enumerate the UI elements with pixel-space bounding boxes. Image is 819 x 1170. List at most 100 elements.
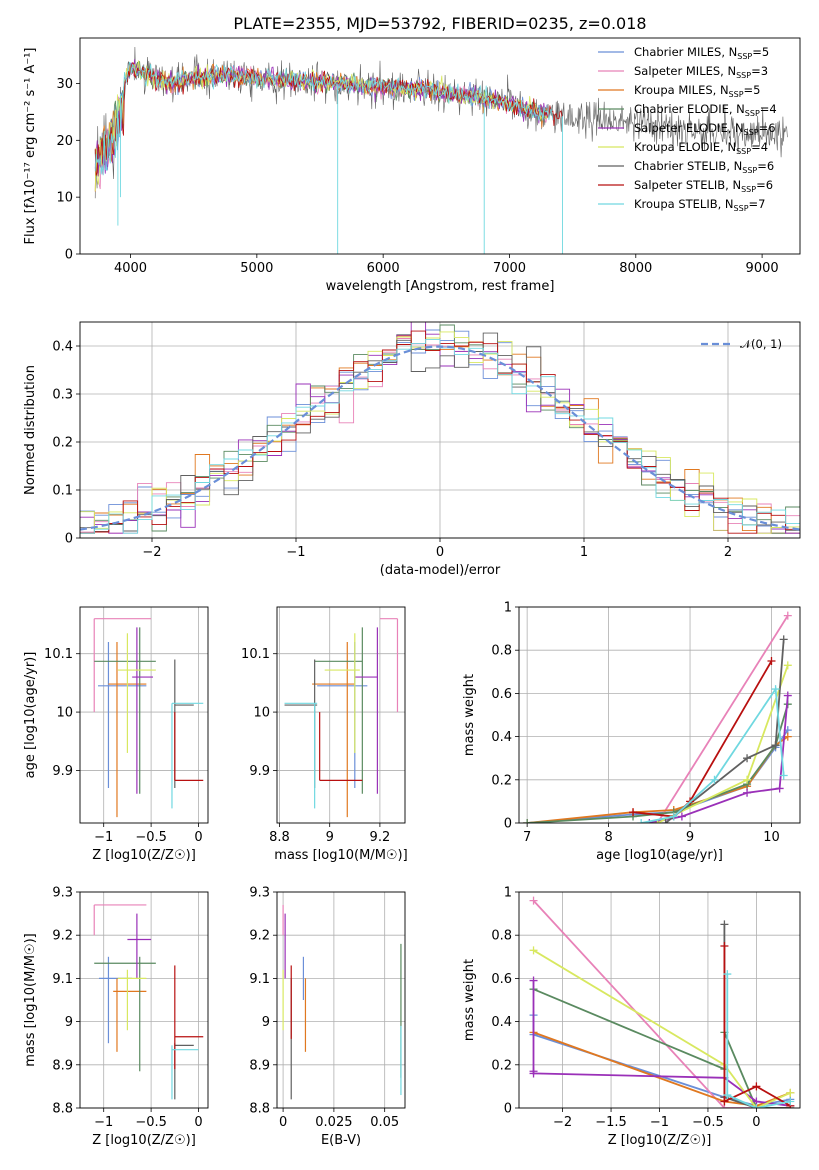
- spectrum-line: [94, 61, 554, 176]
- x-tick-label: 0.025: [315, 1115, 352, 1130]
- panel-mass-vs-Z: −1 −0.5 0 8.8 8.9 9 9.1 9.2 9.3 Z [log10(Z/Z☉)] ma…: [23, 886, 209, 1148]
- weight-marker: [529, 946, 538, 955]
- weight-marker: [786, 1097, 795, 1106]
- legend-sub: SSP: [744, 128, 759, 137]
- y-tick-label: 0.2: [491, 773, 512, 788]
- legend-entry: 𝒩(0, 1): [740, 337, 782, 351]
- weight-marker: [783, 661, 792, 670]
- x-tick-label: 8000: [619, 261, 652, 276]
- x-axis-label: mass [log10(M/M☉)]: [274, 848, 407, 863]
- x-tick-label: 6000: [367, 261, 400, 276]
- legend-count: =6: [756, 178, 773, 192]
- weight-marker: [752, 1104, 761, 1108]
- weight-line: [533, 988, 791, 1108]
- grid: [277, 891, 405, 1109]
- weight-marker: [645, 819, 654, 823]
- axes: 8.8 9 9.2 9.9 10 10.1 mass [log10(M/M☉)]: [241, 606, 408, 863]
- x-tick-label: −0.5: [692, 1115, 724, 1130]
- axes: −1 −0.5 0 9.9 10 10.1 Z [log10(Z/Z☉)] age [log1…: [23, 606, 209, 863]
- axes-frame: [276, 891, 406, 1109]
- weight-line: [527, 703, 789, 823]
- x-tick-label: 9000: [746, 261, 779, 276]
- legend-count: =5: [744, 83, 761, 97]
- weight-marker: [779, 635, 788, 644]
- axes: −2 −1 0 1 2 0 0.1 0.2 0.3 0.4 (data-model)/error No…: [23, 321, 801, 578]
- legend-entry: Kroupa ELODIE, NSSP=4: [634, 140, 768, 156]
- x-tick-label: 0: [279, 1115, 287, 1130]
- panel-spectrum: 4000 5000 6000 7000 8000 9000 0 10 20 30 wavelengt…: [23, 37, 801, 294]
- legend-count: =6: [759, 121, 776, 135]
- weight-marker: [677, 812, 686, 821]
- y-tick-label: 0: [65, 532, 73, 547]
- plot-area: [94, 46, 788, 254]
- y-tick-label: 9.1: [52, 972, 73, 987]
- legend-entry: Kroupa STELIB, NSSP=7: [634, 197, 765, 213]
- weight-marker: [529, 976, 538, 985]
- x-tick-label: 7: [523, 830, 531, 845]
- y-axis-label: mass weight: [462, 959, 477, 1041]
- histogram-series: [80, 338, 800, 534]
- panel-age-vs-Z: −1 −0.5 0 9.9 10 10.1 Z [log10(Z/Z☉)] age [log1…: [23, 606, 209, 863]
- weight-marker: [786, 1088, 795, 1097]
- weight-line: [532, 1015, 791, 1107]
- y-axis-label: mass weight: [462, 674, 477, 756]
- x-tick-label: −0.5: [135, 830, 167, 845]
- legend-entry: Salpeter STELIB, NSSP=6: [634, 178, 773, 194]
- y-tick-label: 0.4: [491, 1015, 512, 1030]
- x-tick-label: −1: [650, 1115, 669, 1130]
- x-tick-label: −2: [142, 545, 161, 560]
- weight-marker: [775, 784, 784, 793]
- x-axis-label: E(B-V): [321, 1133, 361, 1148]
- axes: −2 −1.5 −1 −0.5 0 0 0.2 0.4 0.6 0.8 1 Z [log10(Z/Z☉…: [462, 886, 801, 1148]
- weight-marker: [637, 819, 646, 823]
- axes-frame: [518, 606, 801, 824]
- plot-area: [284, 618, 399, 818]
- legend-count: =4: [760, 102, 777, 116]
- legend-sub: SSP: [736, 147, 751, 156]
- y-tick-label: 9: [65, 1015, 73, 1030]
- y-tick-label: 0.6: [491, 687, 512, 702]
- weight-marker: [767, 657, 776, 665]
- legend-label: Kroupa STELIB, N: [634, 197, 734, 211]
- legend-label: Kroupa MILES, N: [634, 83, 729, 97]
- weight-marker: [523, 819, 532, 823]
- legend-count: =7: [749, 197, 766, 211]
- y-tick-label: 9: [262, 1015, 270, 1030]
- x-tick-label: 10: [763, 830, 780, 845]
- x-tick-label: 0: [752, 1115, 760, 1130]
- weight-marker: [783, 691, 792, 700]
- weight-line: [641, 686, 785, 823]
- legend-count: =5: [752, 45, 769, 59]
- weight-marker: [723, 970, 732, 979]
- legend-count: =4: [751, 140, 768, 154]
- y-tick-label: 0.8: [491, 929, 512, 944]
- x-tick-label: −1: [286, 545, 305, 560]
- panel-age-vs-mass: 8.8 9 9.2 9.9 10 10.1 mass [log10(M/M☉)]: [241, 606, 408, 863]
- weight-line: [723, 946, 791, 1107]
- y-tick-label: 8.8: [52, 1102, 73, 1117]
- legend-count: =3: [751, 64, 768, 78]
- y-tick-label: 0.4: [52, 340, 73, 355]
- x-axis-label: (data-model)/error: [380, 563, 501, 578]
- legend-entry: Salpeter ELODIE, NSSP=6: [634, 121, 776, 137]
- legend-sub: SSP: [736, 71, 751, 80]
- plot-area: [529, 896, 795, 1108]
- y-tick-label: 30: [56, 77, 73, 92]
- x-tick-label: −2: [553, 1115, 572, 1130]
- legend-sub: SSP: [742, 166, 757, 175]
- y-tick-label: 0: [504, 1102, 512, 1117]
- weight-marker: [771, 685, 780, 694]
- weight-line: [533, 1031, 791, 1107]
- y-tick-label: 0.4: [491, 730, 512, 745]
- axes-frame: [79, 321, 801, 539]
- y-tick-label: 9.2: [52, 929, 73, 944]
- spectrum-line: [94, 62, 563, 176]
- x-tick-label: 8.8: [269, 830, 290, 845]
- y-axis-label: age [log10(age/yr)]: [23, 652, 38, 779]
- legend-label: Salpeter MILES, N: [634, 64, 736, 78]
- x-tick-label: 9: [686, 830, 694, 845]
- x-tick-label: 4000: [114, 261, 147, 276]
- y-tick-label: 10.1: [44, 647, 73, 662]
